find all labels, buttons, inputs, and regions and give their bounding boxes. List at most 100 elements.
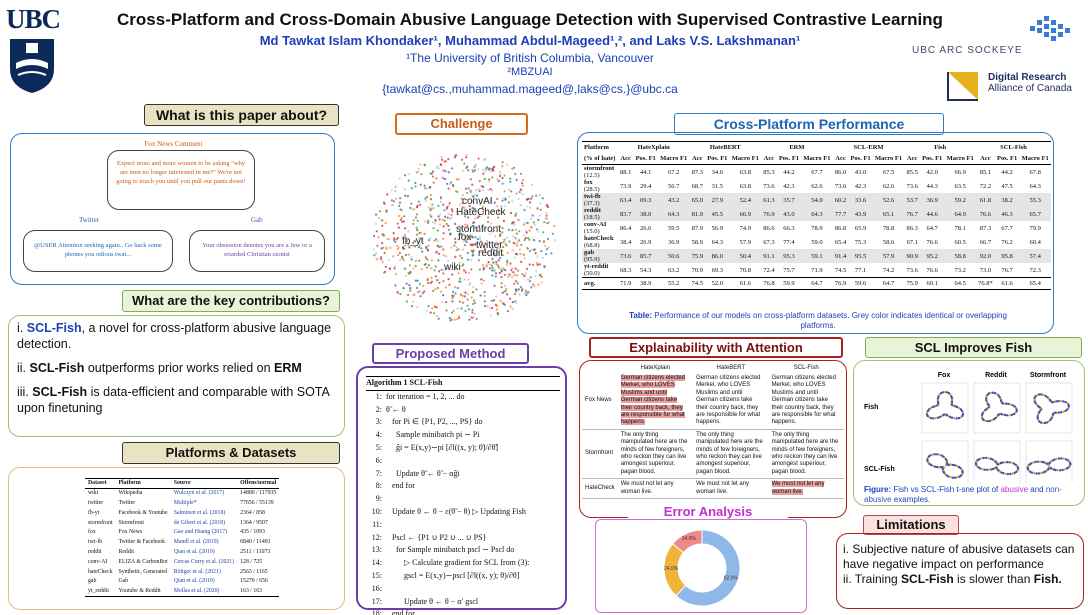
performance-value-cell: 67.5 [882, 168, 895, 176]
performance-value-cell: 73.2 [954, 266, 966, 274]
performance-value-cell: 71.9 [811, 266, 823, 274]
algorithm-line: 12: Pscl ← {P1 ∪ P2 ∪ ... ∪ PS} [366, 532, 560, 545]
tsne-point [493, 201, 496, 204]
performance-subcol-header: Pos. F1 [922, 155, 943, 163]
tsne-point [498, 266, 501, 269]
algorithm-line: 2: θ̃ ← θ [366, 404, 560, 417]
scl-point [936, 453, 939, 456]
tsne-point [399, 197, 402, 200]
algorithm-line-number: 6: [375, 455, 382, 465]
scl-point [925, 411, 929, 414]
performance-value-cell: 55.3 [1019, 193, 1051, 208]
tsne-point [501, 226, 504, 230]
scl-point [987, 392, 991, 395]
algorithm-line: 3: for Pi ∈ {P1, P2, ..., PS} do [366, 416, 560, 429]
scl-point [947, 475, 950, 478]
tsne-point [495, 295, 498, 298]
tsne-point [457, 316, 461, 319]
tsne-point [487, 260, 490, 264]
performance-value-cell: 60.2 [832, 193, 849, 208]
algorithm-line-text [386, 456, 396, 465]
tsne-point [496, 178, 499, 181]
scl-point [943, 390, 947, 394]
tsne-point [483, 177, 486, 180]
performance-platform-name: conv-AI [584, 221, 607, 229]
tsne-point [468, 283, 471, 286]
scl-point [1053, 400, 1056, 403]
tsne-point [484, 249, 487, 252]
tsne-point [461, 194, 465, 197]
tsne-point [514, 228, 517, 231]
performance-value-cell: 62.6 [811, 182, 823, 190]
tsne-point [516, 274, 519, 277]
tsne-point [437, 252, 441, 255]
scl-point [945, 391, 949, 394]
tsne-point [532, 221, 535, 224]
datasets-cell: Facebook & Youtube [118, 509, 168, 516]
tsne-point [514, 288, 518, 291]
performance-value-cell: 64.3 [801, 207, 833, 222]
scl-point [1053, 458, 1056, 461]
tsne-point [496, 205, 499, 208]
tsne-point [382, 201, 386, 204]
tsne-point [477, 259, 480, 262]
tsne-point [427, 281, 430, 285]
tsne-point [396, 247, 399, 251]
performance-value-cell: 26.9 [640, 238, 652, 246]
scl-point [1041, 460, 1044, 464]
performance-platform-cell: fox (28.5) [582, 179, 618, 193]
tsne-point [491, 257, 494, 260]
tsne-point [415, 238, 418, 241]
tsne-point [512, 271, 515, 274]
tsne-point [372, 248, 375, 251]
performance-value-cell: 85.7 [633, 249, 658, 264]
performance-subcol-header: Acc [692, 155, 703, 163]
performance-platform-cell: twi-fb (37.3) [582, 193, 618, 208]
tsne-point [429, 198, 432, 201]
tsne-point [381, 242, 384, 245]
about-panel: Fox News Comment Expect more and more wo… [10, 133, 335, 285]
scl-point [938, 415, 942, 419]
tsne-point [430, 259, 433, 262]
tsne-point [516, 242, 519, 246]
performance-value-cell: 67.8 [1029, 168, 1041, 176]
scl-point [1032, 472, 1036, 475]
scl-point [1009, 472, 1012, 476]
scl-col-label: Reddit [985, 372, 1007, 379]
tsne-point [426, 276, 429, 279]
scl-point [1010, 413, 1014, 417]
tsne-point [419, 163, 422, 166]
tsne-point [440, 200, 443, 203]
tsne-point [481, 189, 485, 192]
tsne-point [410, 305, 414, 308]
scl-point [1011, 472, 1014, 475]
tsne-point [531, 214, 534, 217]
tsne-point [482, 168, 485, 171]
tsne-point [459, 254, 462, 257]
explain-row-label: HateCheck [582, 478, 618, 500]
error-heading: Error Analysis [628, 503, 788, 523]
performance-subcol-header: Acc [763, 155, 775, 163]
scl-point [959, 416, 963, 419]
scl-point [1009, 403, 1012, 406]
tsne-point [424, 197, 427, 200]
tsne-point [427, 244, 430, 247]
tsne-point [457, 213, 460, 216]
scl-point [1010, 461, 1013, 464]
algorithm-line-text [386, 584, 404, 593]
explain-row-label: Stormfront [582, 429, 618, 480]
scl-point [1036, 416, 1039, 420]
performance-value-cell: 42.3 [783, 182, 795, 190]
tsne-point [508, 273, 511, 277]
tsne-point [547, 206, 550, 209]
tsne-point [494, 254, 497, 258]
performance-platform-cell: conv-AI (15.0) [582, 221, 618, 235]
performance-value-cell: 64.3 [1029, 182, 1041, 190]
scl-point [982, 456, 985, 460]
ubc-logo-text: UBC [6, 4, 61, 34]
tsne-point [496, 225, 499, 228]
tsne-point [448, 201, 451, 205]
algorithm-line: 6: [366, 455, 560, 468]
tsne-point [472, 302, 475, 306]
tsne-point [498, 271, 501, 274]
